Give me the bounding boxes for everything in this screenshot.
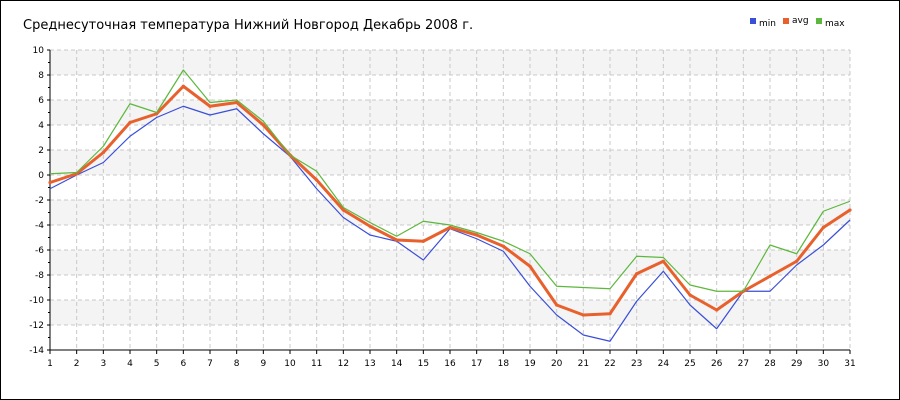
x-tick-label: 10 [284,359,296,369]
data-point-avg [635,272,639,276]
legend-swatch-avg [783,18,789,24]
y-tick-label: 4 [38,121,44,131]
data-point-avg [341,208,345,212]
data-point-avg [261,123,265,127]
data-point-avg [528,264,532,268]
legend-label-max: max [825,19,845,29]
x-tick-label: 15 [418,359,429,369]
x-tick-label: 26 [711,359,723,369]
data-point-avg [181,84,185,88]
data-point-avg [235,100,239,105]
y-tick-label: -8 [35,271,44,281]
x-tick-label: 16 [444,359,456,369]
x-tick-label: 2 [74,359,80,369]
y-tick-label: 2 [38,146,44,156]
x-tick-label: 7 [207,359,213,369]
x-tick-label: 31 [844,359,855,369]
x-tick-label: 27 [738,359,749,369]
x-tick-label: 14 [391,359,403,369]
chart-title: Среднесуточная температура Нижний Новгор… [23,18,474,33]
x-tick-label: 12 [338,359,349,369]
legend-swatch-min [750,18,756,24]
y-tick-label: -14 [29,346,44,356]
y-tick-label: -12 [29,321,44,331]
x-tick-label: 24 [658,359,670,369]
x-tick-label: 21 [578,359,589,369]
data-point-avg [688,293,692,297]
y-tick-label: -10 [29,296,44,306]
x-tick-label: 6 [180,359,186,369]
y-tick-label: 6 [38,96,44,106]
data-point-avg [395,238,399,242]
data-point-avg [821,225,825,230]
data-point-avg [315,178,319,182]
x-tick-label: 4 [127,359,133,369]
x-tick-label: 11 [311,359,322,369]
x-tick-label: 30 [818,359,830,369]
x-tick-label: 3 [100,359,106,369]
data-point-avg [368,224,372,228]
legend-label-avg: avg [792,16,809,26]
data-point-avg [608,312,612,316]
x-tick-label: 25 [684,359,695,369]
legend-label-min: min [759,19,776,29]
x-tick-label: 18 [498,359,510,369]
y-tick-label: -6 [35,246,44,256]
x-tick-label: 19 [524,359,536,369]
y-tick-label: 0 [38,171,44,181]
data-point-avg [128,120,132,125]
x-tick-label: 20 [551,359,563,369]
data-point-avg [101,150,105,155]
y-tick-label: 10 [33,46,45,56]
data-point-avg [421,239,425,243]
legend-swatch-max [816,18,822,24]
data-point-avg [661,259,665,263]
x-tick-label: 1 [47,359,53,369]
data-point-avg [501,244,505,248]
data-point-avg [48,180,52,185]
data-point-avg [155,112,159,116]
x-tick-label: 13 [364,359,375,369]
data-point-avg [848,208,852,212]
x-tick-label: 22 [604,359,615,369]
y-tick-label: -4 [35,221,44,231]
data-point-avg [768,274,772,278]
data-point-avg [715,308,719,312]
data-point-avg [208,104,212,108]
data-point-avg [555,303,559,307]
x-tick-label: 29 [791,359,803,369]
series-line-max [49,69,851,292]
data-point-avg [475,233,479,237]
data-point-avg [448,225,452,230]
x-tick-label: 17 [471,359,482,369]
x-tick-label: 23 [631,359,642,369]
data-point-avg [581,313,585,317]
x-tick-label: 28 [764,359,776,369]
x-tick-label: 9 [260,359,266,369]
x-tick-label: 8 [234,359,240,369]
y-tick-label: -2 [35,196,44,206]
x-tick-label: 5 [154,359,160,369]
data-point-avg [795,259,799,263]
y-tick-label: 8 [38,71,44,81]
